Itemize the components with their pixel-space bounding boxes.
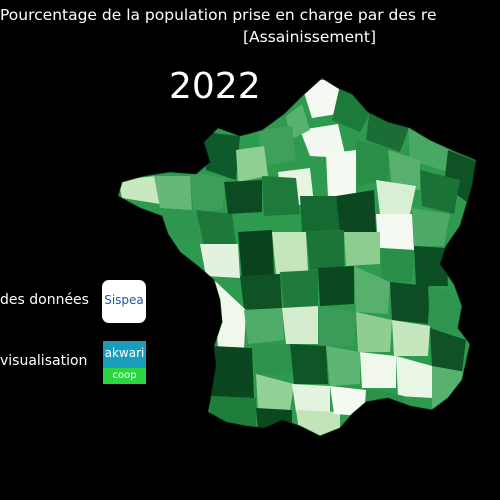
department bbox=[396, 356, 432, 398]
department bbox=[224, 180, 262, 214]
department bbox=[252, 344, 292, 374]
department bbox=[336, 190, 376, 232]
department bbox=[376, 180, 416, 214]
department bbox=[118, 176, 160, 204]
department bbox=[200, 244, 240, 278]
department bbox=[392, 320, 430, 356]
department bbox=[196, 210, 236, 246]
department bbox=[238, 230, 274, 278]
department bbox=[280, 270, 318, 308]
department bbox=[326, 346, 360, 386]
department bbox=[240, 274, 282, 310]
department bbox=[354, 266, 390, 314]
visualisation-label: visualisation bbox=[0, 353, 88, 369]
department bbox=[414, 246, 448, 286]
department bbox=[326, 150, 356, 198]
department bbox=[380, 248, 414, 282]
department bbox=[356, 140, 390, 186]
department bbox=[420, 170, 460, 214]
department bbox=[412, 208, 450, 246]
department bbox=[262, 176, 300, 216]
department bbox=[210, 346, 254, 398]
department bbox=[430, 328, 466, 372]
department bbox=[428, 286, 462, 334]
department bbox=[356, 312, 392, 352]
sispea-logo: Sispea bbox=[102, 280, 146, 323]
department bbox=[390, 282, 430, 324]
france-outline bbox=[117, 77, 477, 437]
department bbox=[256, 374, 294, 410]
department bbox=[360, 352, 396, 388]
department bbox=[258, 126, 296, 166]
department bbox=[332, 85, 372, 132]
department bbox=[160, 208, 200, 240]
department bbox=[296, 410, 340, 436]
department bbox=[306, 230, 344, 270]
department bbox=[204, 132, 240, 180]
department bbox=[344, 232, 380, 266]
akwari-logo-name: akwari bbox=[103, 341, 146, 368]
department bbox=[330, 386, 366, 416]
department bbox=[292, 384, 330, 412]
chart-subtitle: [Assainissement] bbox=[243, 28, 377, 46]
departments-group bbox=[118, 78, 476, 436]
department bbox=[318, 266, 354, 306]
data-source-label: des données bbox=[0, 292, 89, 308]
department bbox=[290, 344, 328, 384]
department bbox=[282, 306, 318, 344]
department bbox=[432, 366, 466, 408]
akwari-logo: akwari coop bbox=[103, 341, 146, 384]
department bbox=[388, 150, 420, 190]
department bbox=[154, 176, 192, 210]
department bbox=[190, 172, 226, 212]
akwari-logo-coop: coop bbox=[103, 368, 146, 384]
sispea-logo-text: Sispea bbox=[104, 293, 144, 307]
year-label: 2022 bbox=[169, 66, 261, 107]
department bbox=[300, 124, 346, 158]
department bbox=[210, 396, 256, 430]
department bbox=[256, 408, 292, 432]
department bbox=[366, 108, 410, 152]
department bbox=[244, 308, 284, 344]
department bbox=[300, 196, 340, 232]
department bbox=[272, 232, 308, 274]
chart-title: Pourcentage de la population prise en ch… bbox=[0, 6, 437, 24]
department bbox=[376, 214, 414, 250]
department bbox=[214, 280, 246, 350]
department bbox=[236, 146, 268, 182]
department bbox=[318, 306, 356, 346]
